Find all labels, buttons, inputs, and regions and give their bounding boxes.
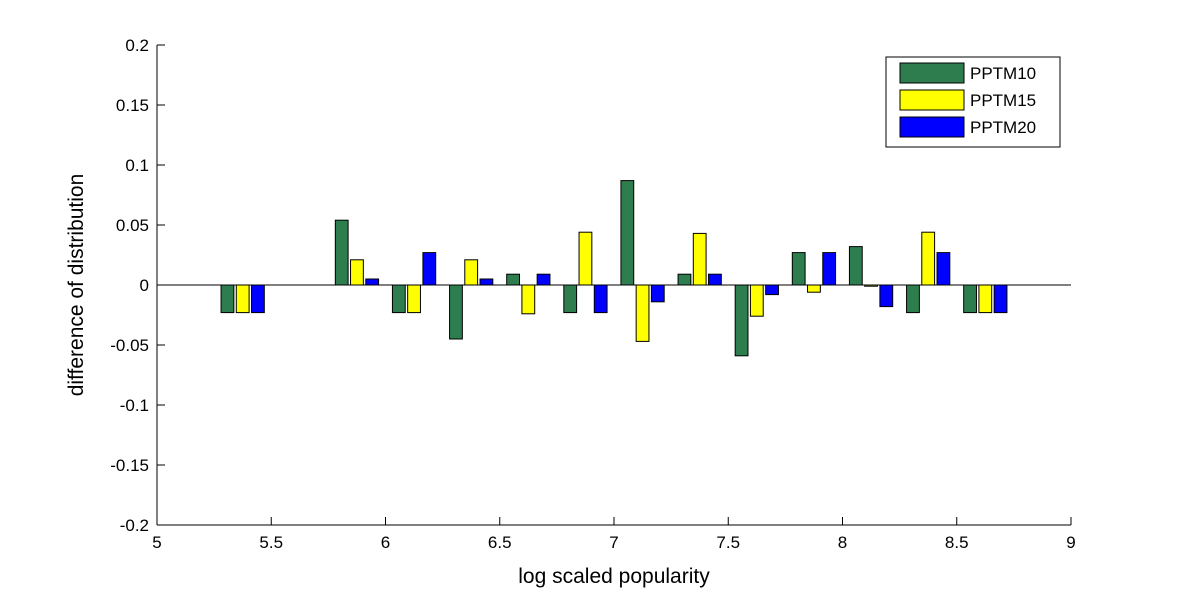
y-tick-label: -0.15 bbox=[110, 456, 149, 475]
bar-pptm20-6 bbox=[593, 284, 608, 314]
ticks-layer: 5 5.5 6 6.5 7 7.5 8 8.5 9 0.2 0.15 0.1 0.05 0 -0.05 -0.… bbox=[110, 36, 1075, 552]
y-tick-label: 0 bbox=[140, 276, 149, 295]
bar-pptm20-5 bbox=[536, 273, 551, 286]
legend-swatch-pptm15 bbox=[899, 89, 965, 111]
bar-pptm15-9 bbox=[749, 284, 764, 317]
y-tick-label: -0.1 bbox=[120, 396, 149, 415]
bar-pptm15-4 bbox=[464, 259, 479, 286]
x-tick-label: 5 bbox=[152, 533, 161, 552]
x-tick-label: 8.5 bbox=[945, 533, 969, 552]
bar-pptm15-13 bbox=[978, 284, 993, 314]
x-tick-label: 5.5 bbox=[259, 533, 283, 552]
bar-pptm10-9 bbox=[734, 284, 749, 357]
bar-pptm10-2 bbox=[334, 219, 349, 286]
y-tick-label: 0.15 bbox=[116, 96, 149, 115]
bar-pptm15-2 bbox=[350, 259, 364, 286]
bars-layer bbox=[220, 180, 1008, 357]
bar-pptm15-0 bbox=[235, 284, 250, 314]
bar-pptm10-11 bbox=[848, 246, 863, 286]
bar-pptm15-5 bbox=[521, 284, 536, 315]
y-tick-label: -0.05 bbox=[110, 336, 149, 355]
bar-pptm20-13 bbox=[993, 284, 1008, 314]
bar-pptm20-4 bbox=[479, 278, 494, 286]
legend-label-pptm10: PPTM10 bbox=[970, 64, 1036, 83]
bar-pptm15-8 bbox=[692, 232, 707, 286]
x-tick-label: 6 bbox=[381, 533, 390, 552]
legend: PPTM10 PPTM15 PPTM20 bbox=[885, 56, 1061, 148]
legend-swatch-pptm10 bbox=[899, 62, 965, 84]
y-tick-label: -0.2 bbox=[120, 516, 149, 535]
bar-pptm15-7 bbox=[635, 284, 650, 342]
bar-pptm20-12 bbox=[936, 252, 951, 286]
bar-pptm20-3 bbox=[422, 252, 437, 286]
x-tick-label: 7 bbox=[609, 533, 618, 552]
x-tick-label: 6.5 bbox=[488, 533, 512, 552]
x-tick-label: 8 bbox=[838, 533, 847, 552]
bar-pptm15-10 bbox=[807, 284, 821, 293]
bar-pptm10-7 bbox=[620, 180, 635, 286]
y-tick-label: 0.05 bbox=[116, 216, 149, 235]
legend-swatch-pptm20 bbox=[899, 116, 965, 138]
bar-pptm20-2 bbox=[365, 278, 380, 286]
y-tick-label: 0.2 bbox=[125, 36, 149, 55]
bar-pptm20-7 bbox=[650, 284, 665, 303]
bar-pptm20-9 bbox=[765, 284, 779, 296]
bar-pptm10-8 bbox=[677, 273, 692, 286]
bar-pptm20-0 bbox=[251, 284, 265, 314]
bar-pptm10-5 bbox=[506, 273, 520, 286]
bar-pptm20-8 bbox=[708, 273, 722, 286]
bar-pptm10-6 bbox=[563, 284, 578, 314]
bar-pptm10-0 bbox=[220, 284, 235, 314]
legend-label-pptm20: PPTM20 bbox=[970, 118, 1036, 137]
bar-pptm10-10 bbox=[791, 252, 806, 286]
bar-pptm10-4 bbox=[449, 284, 463, 340]
legend-label-pptm15: PPTM15 bbox=[970, 91, 1036, 110]
bar-pptm15-12 bbox=[921, 231, 936, 286]
x-tick-label: 7.5 bbox=[716, 533, 740, 552]
y-axis-title: difference of distribution bbox=[65, 174, 88, 397]
x-axis-title: log scaled popularity bbox=[518, 565, 710, 588]
bar-pptm20-11 bbox=[879, 284, 894, 308]
bar-pptm10-13 bbox=[963, 284, 977, 314]
bar-pptm15-6 bbox=[578, 231, 593, 286]
bar-pptm10-12 bbox=[906, 284, 920, 314]
bar-pptm10-3 bbox=[391, 284, 406, 314]
bar-pptm20-10 bbox=[822, 252, 837, 286]
y-tick-label: 0.1 bbox=[125, 156, 149, 175]
bar-pptm15-3 bbox=[407, 284, 421, 314]
x-tick-label: 9 bbox=[1066, 533, 1075, 552]
